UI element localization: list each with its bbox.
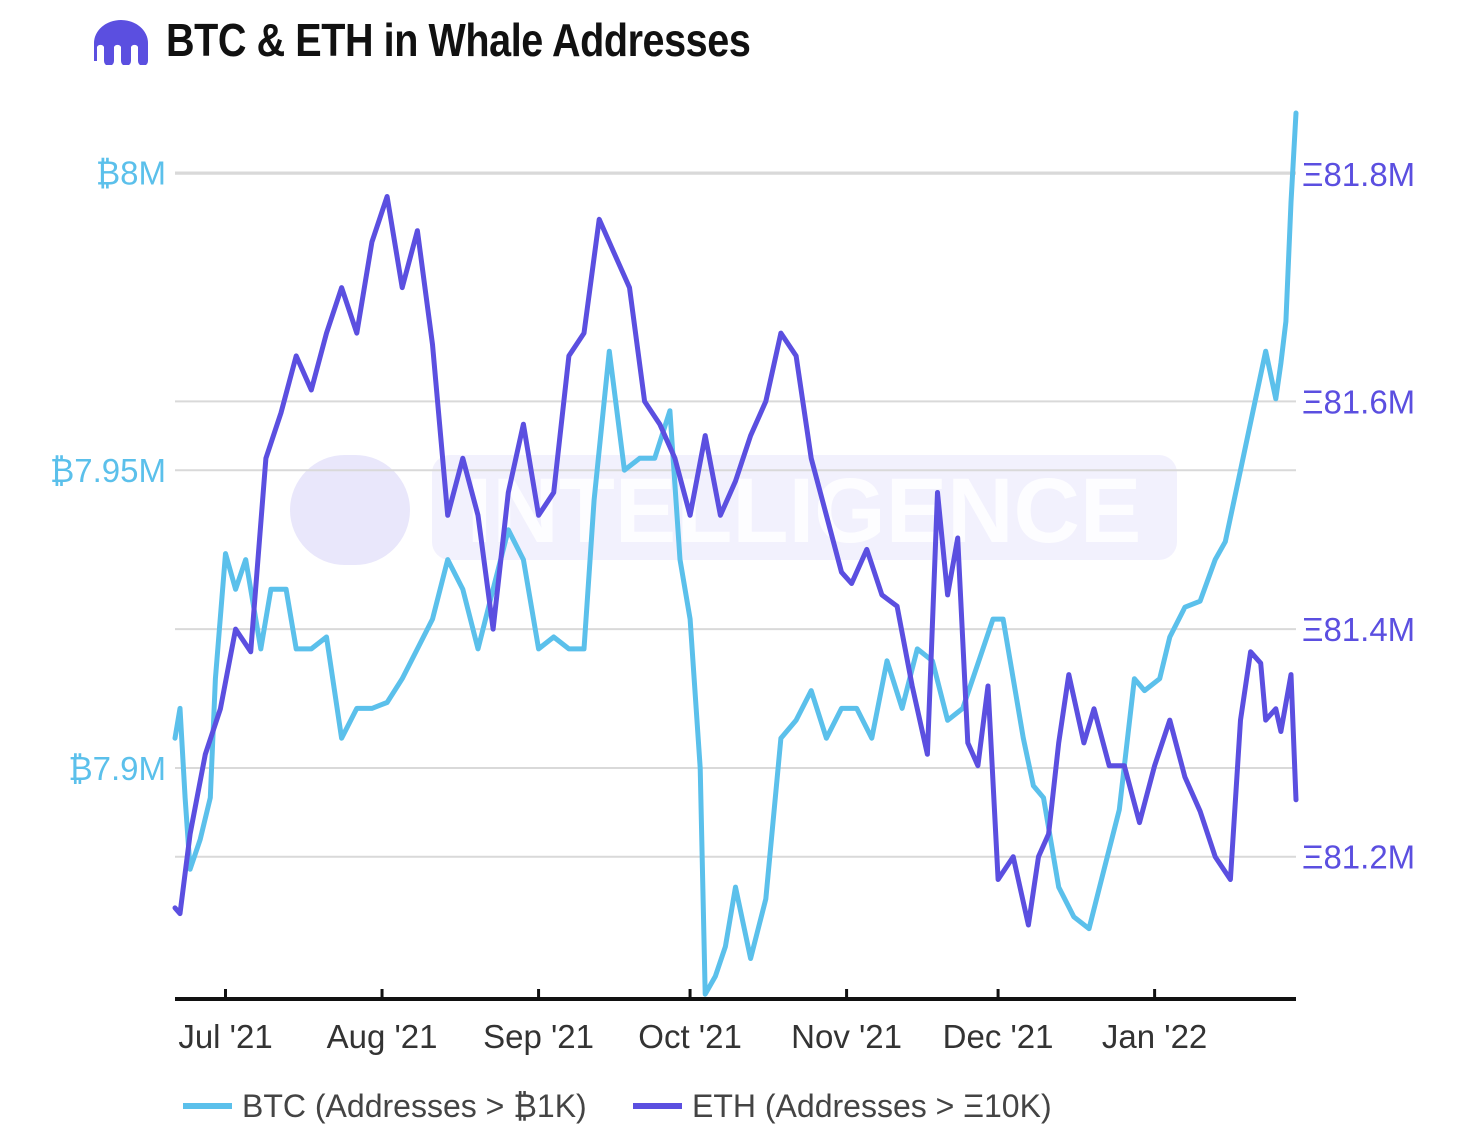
- chart-title: BTC & ETH in Whale Addresses: [166, 14, 751, 66]
- x-tick-label-6: Jan '22: [1102, 1018, 1207, 1055]
- watermark-logo-icon: [290, 455, 410, 565]
- eth-series-line: [172, 194, 1299, 928]
- btc-series-line: [172, 110, 1299, 997]
- legend: BTC (Addresses > ₿1K) ETH (Addresses > Ξ1…: [183, 1088, 1052, 1124]
- x-tick-label-1: Aug '21: [327, 1018, 438, 1055]
- kraken-logo-icon: [94, 20, 148, 65]
- x-tick-label-0: Jul '21: [178, 1018, 272, 1055]
- x-tick-label-3: Oct '21: [638, 1018, 742, 1055]
- right-tick-label-3: Ξ81.8M: [1302, 156, 1415, 193]
- x-tick-label-4: Nov '21: [791, 1018, 902, 1055]
- legend-eth-label: ETH (Addresses > Ξ10K): [692, 1088, 1052, 1124]
- grid-lines: [175, 171, 1296, 858]
- x-tick-label-2: Sep '21: [483, 1018, 594, 1055]
- right-tick-label-2: Ξ81.6M: [1302, 383, 1415, 420]
- watermark: INTELLIGENCE: [290, 455, 1177, 565]
- watermark-box: [432, 455, 1177, 560]
- left-tick-label-0: ₿7.9M: [68, 750, 166, 787]
- chart-header: BTC & ETH in Whale Addresses: [88, 8, 846, 72]
- series-layer: [172, 110, 1299, 997]
- watermark-text: INTELLIGENCE: [467, 460, 1142, 562]
- legend-btc-label: BTC (Addresses > ₿1K): [242, 1088, 587, 1124]
- x-tick-label-5: Dec '21: [943, 1018, 1054, 1055]
- left-tick-label-1: ₿7.95M: [50, 452, 166, 489]
- right-tick-label-0: Ξ81.2M: [1302, 839, 1415, 876]
- left-tick-label-2: ₿8M: [96, 155, 166, 192]
- right-tick-label-1: Ξ81.4M: [1302, 611, 1415, 648]
- axes: Jul '21 Aug '21 Sep '21 Oct '21 Nov '21 Dec '…: [50, 155, 1415, 1055]
